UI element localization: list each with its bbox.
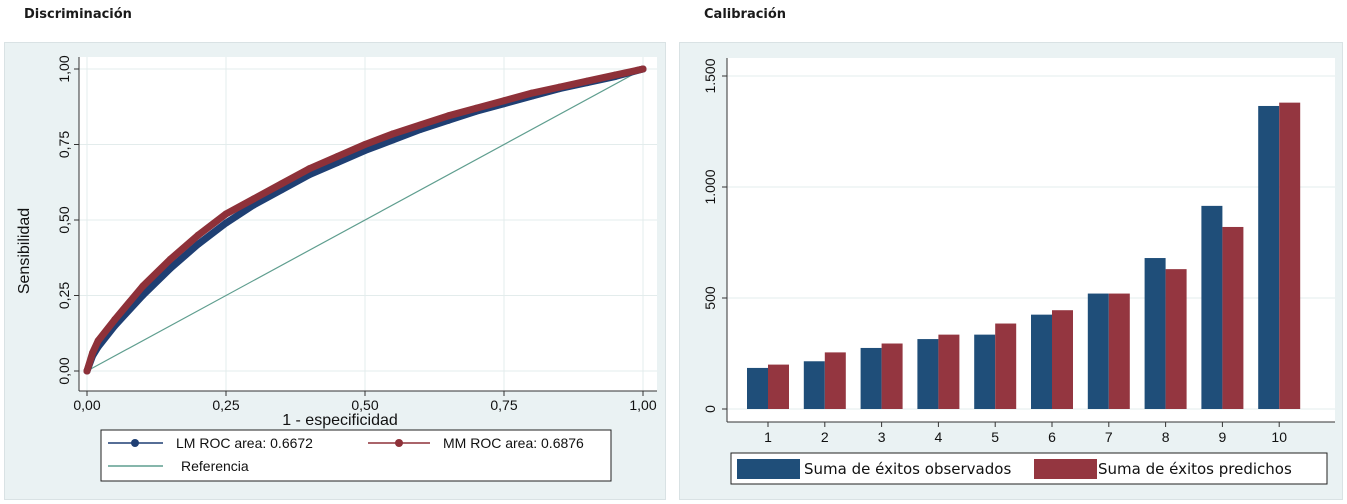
bar-predicted: [1279, 102, 1301, 409]
calibration-x-tick-label: 2: [821, 429, 829, 445]
roc-curve-mm-point: [94, 337, 102, 345]
roc-panel: 0,00 0,00 0,25 0,25 0,50 0,50 0,75 0,75 1,00 1,00…: [4, 42, 666, 500]
left-panel-title: Discriminación: [24, 7, 132, 22]
bar-predicted: [1108, 293, 1130, 409]
legend-predicted-swatch: [1034, 459, 1097, 479]
roc-x-tick-label: 0,00: [73, 397, 100, 413]
roc-curve-mm-point: [417, 121, 425, 129]
roc-curve-mm-point: [361, 141, 369, 148]
roc-chart: 0,000,00 0,25 0,25 0,50 0,50 0,75 0,75 1,00 1,00…: [16, 55, 657, 482]
calibration-y-tick-label: 1.500: [702, 58, 718, 93]
legend-predicted-label: Suma de éxitos predichos: [1098, 460, 1292, 478]
roc-curve-mm-point: [250, 195, 258, 203]
legend-lm-label: LM ROC area: 0.6672: [176, 435, 313, 451]
bar-predicted: [881, 343, 903, 409]
bar-observed: [747, 367, 768, 409]
roc-x-tick-label: 0,50: [351, 397, 378, 413]
calibration-x-tick-label: 5: [991, 429, 999, 445]
roc-x-tick-label: 1,00: [629, 397, 656, 413]
bar-observed: [860, 347, 882, 409]
roc-y-tick-label: 0,50: [56, 206, 72, 233]
roc-curve-mm-point: [139, 282, 147, 290]
roc-curve-lm-point: [222, 219, 230, 227]
roc-curve-lm-point: [194, 240, 202, 248]
roc-y-tick-label: 0,25: [56, 282, 72, 309]
calibration-x-tick-label: 7: [1105, 429, 1113, 445]
roc-y-tick-label: 0,75: [56, 131, 72, 158]
calibration-x-tick-label: 3: [878, 429, 886, 445]
bar-predicted: [768, 364, 789, 409]
bar-predicted: [995, 323, 1017, 409]
calibration-legend: Suma de éxitos observados Suma de éxitos…: [730, 452, 1328, 485]
calibration-y-tick-label: 500: [702, 286, 718, 310]
bar-observed: [1258, 105, 1280, 409]
roc-legend-box: [100, 429, 612, 482]
calibration-x-tick-label: 4: [935, 429, 943, 445]
legend-observed-swatch: [737, 459, 800, 479]
roc-curve-mm-point: [389, 130, 397, 138]
roc-curve-mm-point: [444, 112, 452, 120]
bar-predicted: [938, 334, 960, 409]
roc-curve-mm-point: [111, 316, 119, 324]
roc-plot-area: [79, 57, 657, 391]
roc-curve-mm-point: [583, 77, 591, 85]
roc-curve-mm-point: [639, 65, 647, 73]
calibration-y-tick-label: 0: [702, 405, 718, 413]
roc-curve-mm-point: [472, 104, 480, 112]
roc-curve-mm-point: [528, 89, 536, 97]
calibration-x-tick-label: 8: [1162, 429, 1170, 445]
calibration-panel: 0 500 1.000 1.500 1 2 3 4 5 6 7 8 9 10 Suma de éxitos…: [679, 42, 1343, 500]
roc-curve-lm-point: [166, 264, 174, 272]
legend-mm-swatch-marker: [395, 439, 403, 447]
legend-observed-label: Suma de éxitos observados: [804, 460, 1011, 478]
roc-curve-mm-point: [222, 210, 230, 218]
calibration-y-tick-label: 1.000: [702, 169, 718, 204]
bar-predicted: [1052, 310, 1073, 409]
roc-legend: LM ROC area: 0.6672 MM ROC area: 0.6876 …: [100, 429, 612, 482]
bar-observed: [1201, 205, 1223, 409]
roc-curve-mm-point: [166, 255, 174, 263]
roc-reference-line: [86, 68, 644, 372]
roc-curve-mm-point: [333, 153, 341, 161]
roc-y-axis-label: Sensibilidad: [16, 208, 33, 294]
roc-x-tick-label: 0,25: [212, 397, 239, 413]
bar-predicted: [824, 352, 846, 409]
bar-predicted: [1222, 226, 1244, 409]
calibration-legend-box: [730, 452, 1328, 485]
roc-curve-mm-point: [89, 349, 97, 357]
legend-mm-label: MM ROC area: 0.6876: [443, 435, 584, 451]
roc-curve-mm-point: [500, 97, 508, 105]
roc-y-tick-label: 0,00: [56, 357, 72, 384]
roc-x-tick-label: 0,75: [490, 397, 517, 413]
bar-observed: [917, 339, 939, 409]
roc-x-axis-label: 1 - especificidad: [282, 412, 398, 429]
roc-curve-mm-point: [556, 83, 564, 91]
calibration-x-tick-label: 10: [1271, 429, 1287, 445]
roc-curve-mm-point: [305, 165, 313, 173]
calibration-chart: 0 500 1.000 1.500 1 2 3 4 5 6 7 8 9 10 Suma de éxitos…: [702, 58, 1335, 485]
roc-curve-mm-point: [194, 231, 202, 239]
roc-curve-mm-point: [278, 180, 286, 188]
roc-y-tick-label: 1,00: [56, 55, 72, 82]
roc-curve-mm-point: [611, 71, 619, 79]
legend-lm-swatch-marker: [131, 439, 139, 447]
bar-observed: [1031, 314, 1052, 409]
calibration-x-tick-label: 1: [764, 429, 772, 445]
legend-ref-label: Referencia: [181, 458, 249, 474]
roc-curve-mm-point: [83, 367, 91, 375]
right-panel-title: Calibración: [704, 7, 787, 22]
bar-observed: [1144, 258, 1166, 409]
bar-observed: [974, 334, 996, 409]
bar-predicted: [1165, 269, 1187, 409]
bar-observed: [803, 361, 825, 409]
calibration-x-tick-label: 6: [1048, 429, 1056, 445]
calibration-x-tick-label: 9: [1219, 429, 1227, 445]
bar-observed: [1087, 293, 1109, 409]
